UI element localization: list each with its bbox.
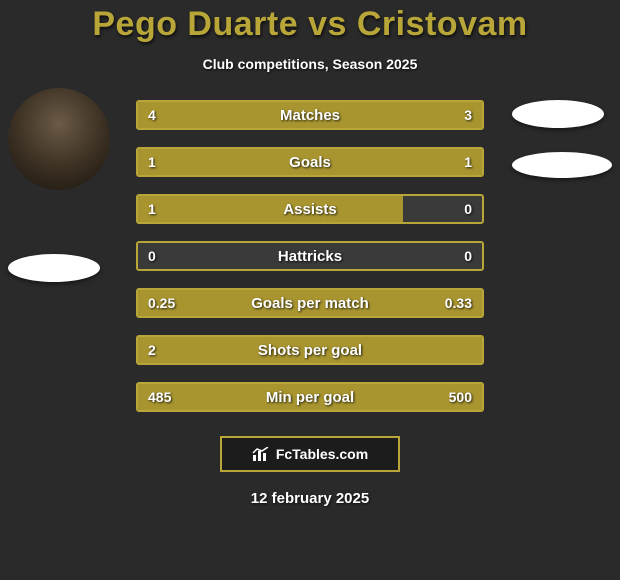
team-badge-right-1 [512,100,604,128]
stat-value-left: 485 [148,389,171,405]
stat-value-left: 0.25 [148,295,175,311]
stat-label: Assists [138,201,482,218]
stats-area: Matches43Goals11Assists10Hattricks00Goal… [0,100,620,412]
stat-label: Goals [138,154,482,171]
stat-row: Hattricks0 0 [136,241,484,271]
stat-value-left: 1 [148,201,156,217]
player-left-block [8,88,110,282]
stat-value-right: 3 [464,107,472,123]
brand-text: FcTables.com [276,446,368,462]
stat-label: Goals per match [138,295,482,312]
stat-value-right: 500 [449,389,472,405]
stat-row: Assists1 0 [136,194,484,224]
team-badge-left [8,254,100,282]
stat-label: Hattricks [138,248,482,265]
date-text: 12 february 2025 [251,490,369,507]
page-title: Pego Duarte vs Cristovam [92,5,527,44]
stat-row: Matches4 3 [136,100,484,130]
stat-value-left: 0 [148,248,156,264]
comparison-bars: Matches43Goals11Assists10Hattricks00Goal… [136,100,484,412]
subtitle: Club competitions, Season 2025 [203,56,418,72]
stat-label: Min per goal [138,389,482,406]
player-right-block [512,88,612,178]
brand-box: FcTables.com [220,436,400,472]
stat-value-left: 4 [148,107,156,123]
infographic-root: Pego Duarte vs Cristovam Club competitio… [0,0,620,580]
stat-row: Shots per goal2 [136,335,484,365]
stat-row: Goals1 1 [136,147,484,177]
stat-row: Goals per match0.25 0.33 [136,288,484,318]
stat-value-right: 0.33 [445,295,472,311]
stat-value-right: 1 [464,154,472,170]
avatar-left [8,88,110,190]
stat-row: Min per goal485 500 [136,382,484,412]
stat-label: Matches [138,107,482,124]
stat-value-right: 0 [464,248,472,264]
chart-icon [252,447,270,461]
stat-value-right: 0 [464,201,472,217]
stat-value-left: 1 [148,154,156,170]
stat-label: Shots per goal [138,342,482,359]
team-badge-right-2 [512,152,612,178]
stat-value-left: 2 [148,342,156,358]
